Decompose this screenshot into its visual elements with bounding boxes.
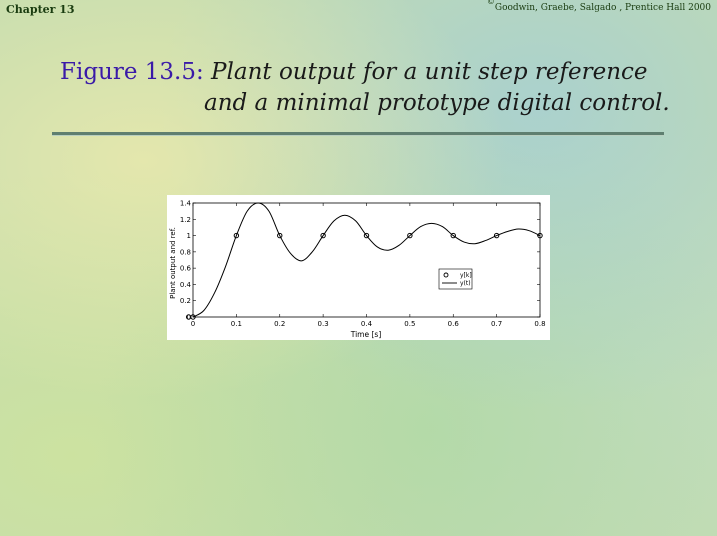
series-point-yk [320,232,326,239]
chapter-label: Chapter 13 [6,3,75,16]
chart-container: 0 0.1 0.2 0.3 0.4 0.5 0.6 0.7 0.8 0 0.2 0.4 0.6 0.8 1 1… [167,195,550,340]
legend-label-yk: y[k] [460,272,472,279]
y-tick-label: 1.4 [180,200,192,208]
credit-text: Goodwin, Graebe, Salgado , Prentice Hall… [494,3,711,13]
series-point-yk [537,232,543,239]
title-line-1: Plant output for a unit step reference [211,59,648,85]
x-tick-label: 0.5 [404,320,415,328]
x-tick-label: 0.3 [318,320,329,328]
copyright-symbol: © [486,0,495,6]
y-tick-label: 0.8 [180,248,191,256]
x-axis-label: Time [s] [350,330,382,339]
y-tick-label: 0.2 [180,297,191,305]
title-line-2: and a minimal prototype digital control. [204,90,670,116]
series-point-yk [233,232,240,239]
series-point-yk [450,232,456,239]
series-line-yt [192,202,541,318]
series-point-yk [190,314,196,320]
series-point-yk [493,232,500,239]
series-point-yk [363,232,370,239]
legend-box [438,268,473,290]
x-tick-label: 0.6 [448,320,460,328]
y-tick-label: 0 [187,314,191,322]
x-tick-label: 0.1 [231,320,242,328]
x-tick-label: 0.2 [274,320,285,328]
data-layer [185,202,543,320]
legend: y[k]y(t) [438,268,473,290]
credit-line: © Goodwin, Graebe, Salgado , Prentice Ha… [487,0,711,13]
legend-marker-yk [443,272,449,278]
y-tick-label: 1.2 [180,216,191,224]
figure-title: Figure 13.5: Plant output for a unit ste… [60,57,700,119]
x-tick-label: 0.8 [534,320,545,328]
plot-frame [192,202,541,318]
series-point-yk [407,232,413,239]
legend-label-yt: y(t) [460,280,471,287]
x-tick-label: 0.4 [361,320,373,328]
ticks-layer: 0 0.1 0.2 0.3 0.4 0.5 0.6 0.7 0.8 0 0.2 0.4 0.6 0.8 1 1… [180,200,546,329]
plot-svg: 0 0.1 0.2 0.3 0.4 0.5 0.6 0.7 0.8 0 0.2 0.4 0.6 0.8 1 1… [169,200,546,340]
x-tick-label: 0.7 [491,320,502,328]
y-tick-label: 0.6 [180,265,192,273]
y-tick-label: 0.4 [180,281,192,289]
title-divider [52,132,664,136]
series-point-yk [277,232,283,239]
x-tick-label: 0 [191,320,195,328]
y-tick-label: 1 [187,232,191,240]
y-axis-label: Plant output and ref. [169,227,177,299]
figure-label: Figure 13.5: [60,59,204,85]
